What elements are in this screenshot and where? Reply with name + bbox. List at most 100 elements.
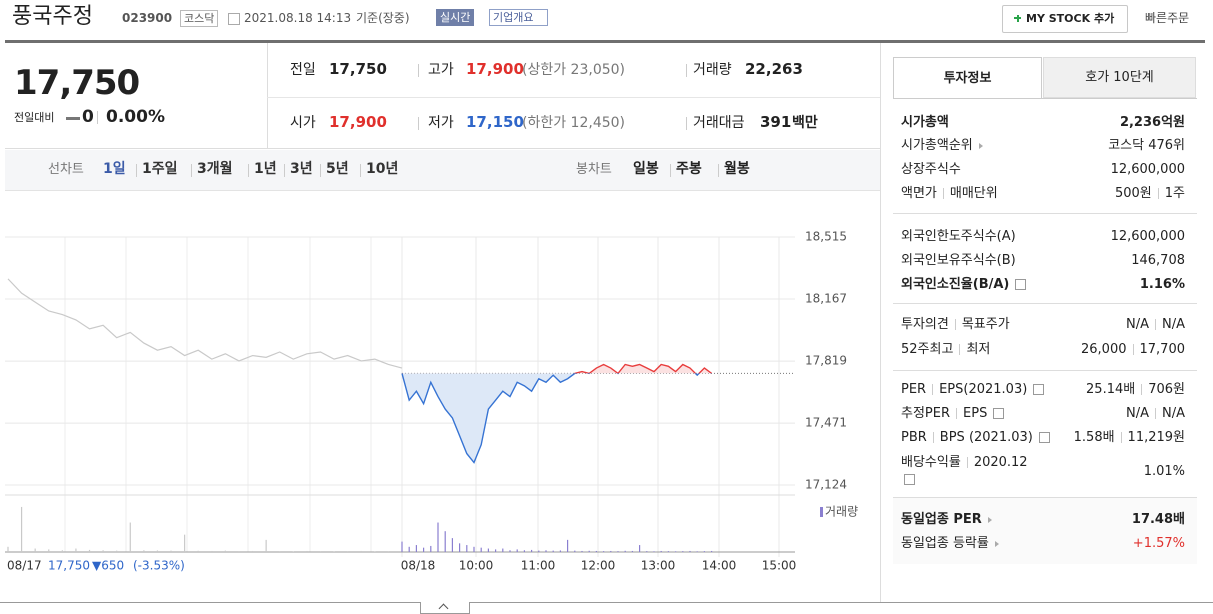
- price: 17,750: [14, 63, 140, 103]
- separator: [360, 164, 361, 177]
- chevron: [438, 603, 449, 614]
- my-stock-button[interactable]: MY STOCK 추가: [1002, 5, 1128, 33]
- help-icon[interactable]: [993, 408, 1005, 419]
- volume-bar: [574, 550, 576, 552]
- price-line: [7, 278, 403, 369]
- open-label: 시가: [290, 115, 316, 131]
- period-tab[interactable]: 10년: [366, 161, 399, 177]
- row-values: 17.48배: [1132, 513, 1185, 526]
- amount-value: 391: [760, 113, 792, 131]
- row-values: 12,600,000: [1111, 163, 1185, 176]
- volume-bar: [552, 550, 554, 552]
- volume-bar: [415, 545, 417, 552]
- period-tab[interactable]: 1주일: [142, 161, 178, 177]
- volume-bar: [696, 551, 698, 552]
- group-rule: [893, 213, 1197, 214]
- volume-bar: [567, 539, 569, 552]
- realtime-button[interactable]: 실시간: [436, 9, 475, 26]
- volume-bar: [682, 551, 684, 552]
- quick-order[interactable]: 빠른주문: [1145, 11, 1190, 25]
- row-label: 동일업종 PER: [901, 512, 982, 527]
- plus-icon: [1016, 14, 1019, 22]
- low-label: 저가: [428, 115, 454, 131]
- volume-bar: [156, 550, 159, 552]
- separator: [320, 164, 321, 177]
- volume-bar: [238, 551, 240, 552]
- prev-close: 17,750: [48, 559, 90, 573]
- period-tab[interactable]: 5년: [326, 161, 349, 177]
- row-values: N/A N/A: [1126, 318, 1185, 331]
- row-label: 외국인소진율(B/A): [901, 277, 1010, 292]
- volume-bar: [559, 550, 561, 552]
- volume-bar: [224, 550, 226, 552]
- change-label: 전일대비: [14, 111, 55, 124]
- volume-bar: [408, 546, 410, 552]
- row-value: 1.58배: [1073, 430, 1115, 445]
- volume-bar: [617, 551, 619, 552]
- period-tab[interactable]: 3개월: [197, 161, 233, 177]
- price-line-up: [401, 363, 713, 374]
- volume-bar: [689, 550, 691, 552]
- row-label: 52주최고: [901, 342, 954, 357]
- collapse-tab[interactable]: [420, 602, 470, 614]
- separator: [418, 117, 419, 130]
- volume-bar: [7, 546, 9, 552]
- help-icon[interactable]: [1038, 432, 1050, 443]
- y-tick-label: 17,471: [805, 416, 847, 430]
- panel-divider: [880, 43, 881, 603]
- row-labels: 외국인한도주식수(A): [901, 230, 1016, 243]
- period-tab[interactable]: 주봉: [676, 161, 702, 177]
- volume-bar: [538, 550, 540, 552]
- row-label: 외국인보유주식수(B): [901, 253, 1016, 268]
- period-tab[interactable]: 월봉: [724, 161, 750, 177]
- tab[interactable]: 호가 10단계: [1043, 57, 1196, 98]
- volume-bar: [473, 546, 475, 552]
- row-value: 17.48배: [1131, 512, 1185, 527]
- x-tick-label: 15:00: [762, 559, 797, 573]
- row-value: N/A: [1126, 406, 1149, 421]
- row-labels: 시가총액순위: [901, 139, 983, 152]
- period-tab[interactable]: 일봉: [633, 161, 659, 177]
- row-values: 500원 1주: [1115, 187, 1185, 200]
- row-value: 2,236억원: [1119, 115, 1185, 130]
- datetime: 2021.08.18 14:13: [244, 11, 352, 25]
- volume-bar: [523, 550, 525, 552]
- volume-bar: [401, 541, 403, 552]
- volume-bar: [459, 543, 461, 552]
- company-info-button[interactable]: 기업개요: [489, 9, 549, 26]
- row-label: EPS: [963, 406, 988, 421]
- tab[interactable]: 투자정보: [893, 57, 1042, 98]
- row-labels: 추정PER EPS: [901, 406, 1005, 421]
- volume-bar: [588, 550, 590, 552]
- separator: [932, 384, 934, 395]
- separator: [954, 319, 956, 330]
- group-bg: [893, 498, 1197, 564]
- volume-bar: [374, 551, 376, 552]
- volume-bar: [170, 550, 172, 552]
- row-labels: 액면가 매매단위: [901, 187, 998, 200]
- help-icon[interactable]: [1033, 384, 1045, 395]
- volume-bar: [360, 550, 362, 552]
- period-tab[interactable]: 1일: [103, 161, 126, 177]
- amount-label: 거래대금: [693, 115, 745, 131]
- row-values: 25.14배 706원: [1086, 383, 1185, 396]
- volume-bar: [129, 522, 131, 552]
- volume-bar: [487, 548, 489, 552]
- row-labels: PBR BPS (2021.03): [901, 431, 1050, 444]
- help-icon[interactable]: [1015, 279, 1027, 290]
- line-chart-label: 선차트: [48, 162, 84, 177]
- divider: [267, 97, 880, 98]
- volume-bar: [516, 549, 518, 552]
- period-tab[interactable]: 1년: [254, 161, 277, 177]
- volume-bar: [116, 550, 118, 552]
- help-icon[interactable]: [904, 474, 915, 485]
- row-value: 12,600,000: [1110, 162, 1185, 177]
- row-value: +1.57%: [1132, 536, 1185, 551]
- separator: [959, 344, 961, 355]
- separator: [418, 64, 419, 77]
- volume-bar: [631, 550, 633, 552]
- low-value: 17,150: [466, 113, 524, 131]
- period-tab[interactable]: 3년: [290, 161, 313, 177]
- volume-label: 거래량: [693, 62, 732, 78]
- stock-code: 023900: [122, 11, 173, 25]
